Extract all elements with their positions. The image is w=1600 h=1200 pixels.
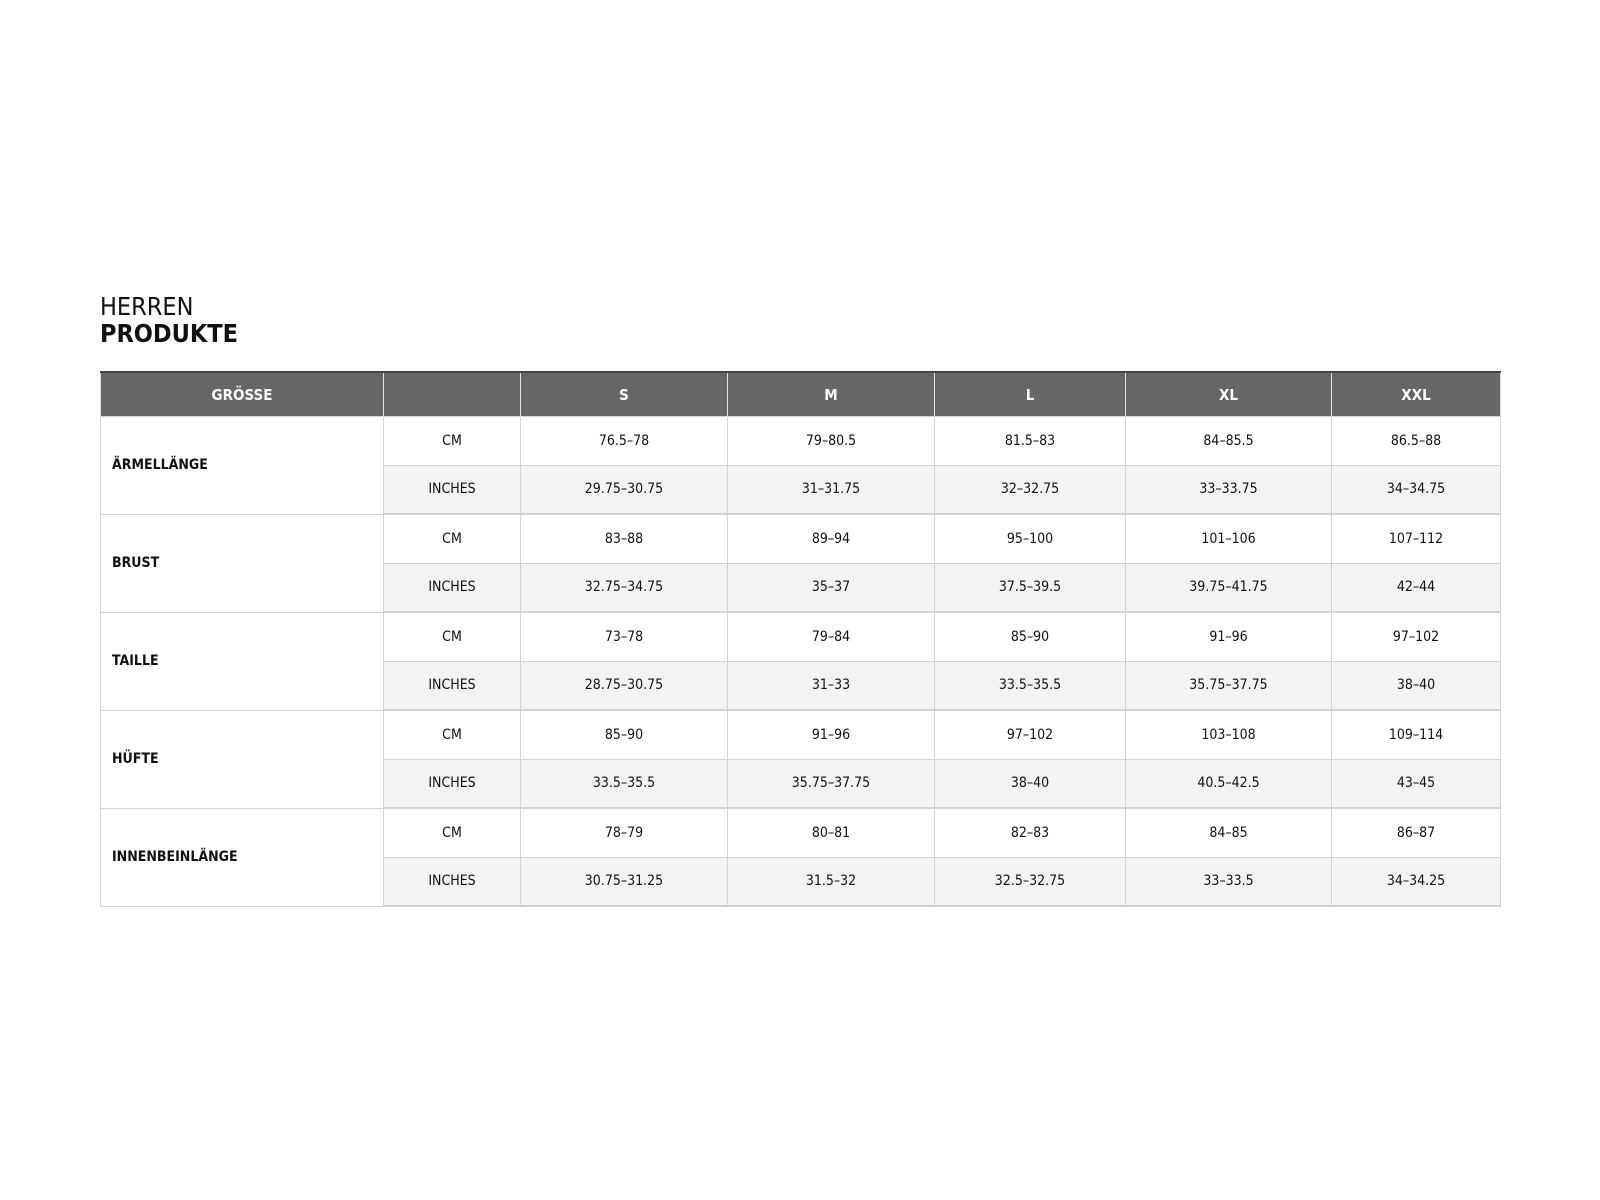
size-value-cell: 86.5–88 [1331, 416, 1501, 466]
measurement-label: BRUST [100, 513, 384, 613]
column-header: XXL [1331, 371, 1501, 417]
size-value-cell: 83–88 [520, 513, 728, 564]
table-row: INNENBEINLÄNGE CM 78–79 80–81 82–83 84–85 86–8… [100, 807, 1501, 907]
size-value-cell: 95–100 [934, 513, 1126, 564]
column-header: GRÖSSE [100, 371, 384, 417]
size-value-cell: 101–106 [1125, 513, 1332, 564]
size-value-cell: 107–112 [1331, 513, 1501, 564]
size-value-cell: 33.5–35.5 [934, 660, 1126, 711]
size-value-cell: 32.75–34.75 [520, 562, 728, 613]
size-value-cell: 31–31.75 [727, 464, 935, 515]
size-value-cell: 43–45 [1331, 758, 1501, 809]
size-value-cell: 89–94 [727, 513, 935, 564]
size-value-cell: 34–34.75 [1331, 464, 1501, 515]
size-value-cell: 80–81 [727, 807, 935, 858]
size-value-cell: 84–85 [1125, 807, 1332, 858]
unit-label: INCHES [383, 758, 521, 809]
unit-label: INCHES [383, 562, 521, 613]
size-value-cell: 32–32.75 [934, 464, 1126, 515]
page-title: HERREN PRODUKTE [100, 293, 238, 347]
unit-label: CM [383, 416, 521, 466]
size-value-cell: 79–80.5 [727, 416, 935, 466]
size-chart-table: GRÖSSE S M L XL XXL ÄRMELLÄNGE CM 76.5–78 79–80.… [100, 371, 1501, 907]
table-row: TAILLE CM 73–78 79–84 85–90 91–96 97–102 [100, 611, 1501, 711]
size-value-cell: 82–83 [934, 807, 1126, 858]
table-row: INCHES 30.75–31.25 31.5–32 32.5–32.75 33–33.… [101, 856, 1501, 907]
size-value-cell: 42–44 [1331, 562, 1501, 613]
title-line-2: PRODUKTE [100, 319, 239, 348]
size-value-cell: 32.5–32.75 [934, 856, 1126, 907]
size-value-cell: 39.75–41.75 [1125, 562, 1332, 613]
size-value-cell: 85–90 [520, 709, 728, 760]
size-value-cell: 81.5–83 [934, 416, 1126, 466]
table-row: INCHES 32.75–34.75 35–37 37.5–39.5 39.75–41.… [101, 562, 1501, 613]
size-value-cell: 33–33.5 [1125, 856, 1332, 907]
table-row: INCHES 33.5–35.5 35.75–37.75 38–40 40.5–42.5… [101, 758, 1501, 809]
size-value-cell: 33.5–35.5 [520, 758, 728, 809]
size-value-cell: 40.5–42.5 [1125, 758, 1332, 809]
measurement-label: TAILLE [100, 611, 384, 711]
unit-label: CM [383, 513, 521, 564]
column-header: M [727, 371, 935, 417]
size-value-cell: 84–85.5 [1125, 416, 1332, 466]
size-value-cell: 35.75–37.75 [1125, 660, 1332, 711]
size-value-cell: 34–34.25 [1331, 856, 1501, 907]
table-row: BRUST CM 83–88 89–94 95–100 101–106 107–112 [100, 513, 1501, 613]
size-value-cell: 35–37 [727, 562, 935, 613]
size-value-cell: 85–90 [934, 611, 1126, 662]
table-row: HÜFTE CM 85–90 91–96 97–102 103–108 109–114 [100, 709, 1501, 809]
size-value-cell: 31–33 [727, 660, 935, 711]
measurement-label: ÄRMELLÄNGE [100, 416, 384, 515]
size-value-cell: 73–78 [520, 611, 728, 662]
size-value-cell: 33–33.75 [1125, 464, 1332, 515]
size-value-cell: 28.75–30.75 [520, 660, 728, 711]
column-header: S [520, 371, 728, 417]
size-value-cell: 78–79 [520, 807, 728, 858]
unit-label: CM [383, 611, 521, 662]
size-value-cell: 91–96 [1125, 611, 1332, 662]
size-value-cell: 35.75–37.75 [727, 758, 935, 809]
unit-label: CM [383, 709, 521, 760]
size-value-cell: 86–87 [1331, 807, 1501, 858]
size-value-cell: 109–114 [1331, 709, 1501, 760]
title-line-1: HERREN [100, 292, 194, 321]
size-value-cell: 91–96 [727, 709, 935, 760]
size-value-cell: 38–40 [1331, 660, 1501, 711]
table-header-row: GRÖSSE S M L XL XXL [100, 371, 1501, 417]
size-value-cell: 97–102 [1331, 611, 1501, 662]
table-row: INCHES 29.75–30.75 31–31.75 32–32.75 33–33.7… [101, 464, 1501, 515]
column-header [383, 371, 521, 417]
table-row: INCHES 28.75–30.75 31–33 33.5–35.5 35.75–37.… [101, 660, 1501, 711]
measurement-label: HÜFTE [100, 709, 384, 809]
size-value-cell: 29.75–30.75 [520, 464, 728, 515]
unit-label: CM [383, 807, 521, 858]
unit-label: INCHES [383, 660, 521, 711]
column-header: L [934, 371, 1126, 417]
column-header: XL [1125, 371, 1332, 417]
measurement-label: INNENBEINLÄNGE [100, 807, 384, 907]
size-value-cell: 97–102 [934, 709, 1126, 760]
unit-label: INCHES [383, 464, 521, 515]
size-value-cell: 31.5–32 [727, 856, 935, 907]
unit-label: INCHES [383, 856, 521, 907]
size-value-cell: 76.5–78 [520, 416, 728, 466]
size-value-cell: 38–40 [934, 758, 1126, 809]
size-value-cell: 37.5–39.5 [934, 562, 1126, 613]
table-row: ÄRMELLÄNGE CM 76.5–78 79–80.5 81.5–83 84–85.5… [100, 416, 1501, 515]
size-value-cell: 30.75–31.25 [520, 856, 728, 907]
size-value-cell: 103–108 [1125, 709, 1332, 760]
size-value-cell: 79–84 [727, 611, 935, 662]
